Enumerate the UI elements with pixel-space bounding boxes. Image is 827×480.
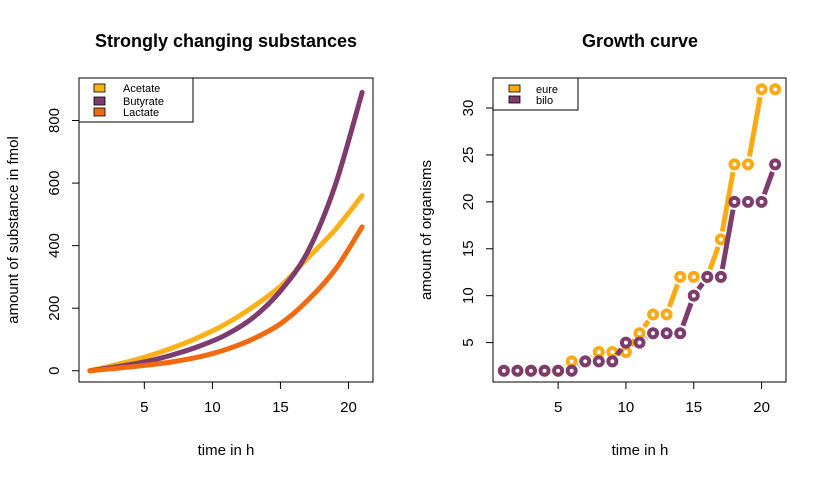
legend-box [492,77,579,111]
legend-swatch-lactate [93,107,106,117]
data-point-bilo [592,355,605,368]
legend-label-butyrate: Butyrate [123,96,164,108]
data-point-eure [674,270,687,283]
data-point-bilo [552,364,565,377]
series-segment-bilo [696,281,705,291]
legend-swatch-bilo [508,95,521,104]
series-segment-bilo [615,347,624,357]
y-tick-label: 10 [460,287,477,304]
data-point-eure [755,83,768,96]
legend: Acetate Butyrate Lactate [78,77,194,123]
chart-left: Strongly changing substances time in h a… [5,31,374,459]
data-point-bilo [714,270,727,283]
series-segment-eure [642,319,651,329]
x-tick-label: 20 [753,399,770,416]
data-point-bilo [769,158,782,171]
y-axis-label: amount of organisms [418,160,435,300]
x-tick-label: 20 [340,399,357,416]
series-segment-bilo [719,209,736,270]
series-segment-bilo [680,302,694,327]
data-point-bilo [619,336,632,349]
series-segment-eure [719,171,736,232]
plot-frame [492,77,787,383]
data-point-eure [769,83,782,96]
data-point-bilo [687,289,700,302]
y-tick-label: 400 [46,233,63,258]
data-point-bilo [633,336,646,349]
data-point-bilo [565,364,578,377]
x-axis-label: time in h [612,442,669,459]
data-point-eure [592,345,605,358]
data-point-eure [742,158,755,171]
data-point-bilo [701,270,714,283]
x-tick-label: 10 [204,399,221,416]
data-point-bilo [524,364,537,377]
series-line-acetate [87,193,365,374]
data-point-bilo [579,355,592,368]
data-point-bilo [497,364,510,377]
data-point-bilo [538,364,551,377]
y-tick-label: 30 [460,100,477,117]
x-axis-label: time in h [198,442,255,459]
plot-frame [78,77,374,383]
data-point-eure [647,308,660,321]
y-tick-label: 200 [46,296,63,321]
data-point-eure [606,345,619,358]
y-tick-label: 600 [46,171,63,196]
series-segment-eure [707,246,721,271]
series-segment-bilo [761,170,775,196]
series-line-lactate [87,224,365,374]
legend-label-eure: eure [536,84,558,96]
legend-label-lactate: Lactate [123,107,159,119]
data-point-eure [633,327,646,340]
data-point-bilo [728,195,741,208]
legend-swatch-eure [508,84,521,93]
data-point-bilo [755,195,768,208]
series-segment-eure [666,283,680,308]
x-tick-label: 5 [140,399,148,416]
legend: eure bilo [492,77,579,111]
x-tick-label: 15 [685,399,702,416]
data-point-bilo [674,327,687,340]
data-point-eure [687,270,700,283]
data-point-eure [619,345,632,358]
data-point-bilo [742,195,755,208]
y-axis-label: amount of substance in fmol [5,136,22,324]
data-point-bilo [660,327,673,340]
y-tick-label: 20 [460,194,477,211]
x-tick-label: 5 [554,399,562,416]
data-point-eure [728,158,741,171]
series-line-butyrate [87,89,365,374]
legend-swatch-acetate [93,83,106,93]
data-point-eure [714,233,727,246]
y-tick-label: 0 [46,367,63,375]
y-tick-label: 15 [460,240,477,257]
data-point-bilo [647,327,660,340]
series-segment-eure [746,96,763,157]
chart-right: Growth curve time in h amount of organis… [418,31,787,459]
x-tick-label: 15 [272,399,289,416]
legend-swatch-butyrate [93,96,106,106]
chart-title: Strongly changing substances [95,31,357,51]
legend-label-acetate: Acetate [123,83,160,95]
chart-title: Growth curve [582,31,698,51]
y-tick-label: 5 [460,338,477,346]
legend-label-bilo: bilo [536,95,553,107]
data-point-eure [565,355,578,368]
data-point-bilo [511,364,524,377]
data-point-eure [660,308,673,321]
y-tick-label: 25 [460,147,477,164]
y-tick-label: 800 [46,108,63,133]
x-tick-label: 10 [618,399,635,416]
data-point-bilo [606,355,619,368]
